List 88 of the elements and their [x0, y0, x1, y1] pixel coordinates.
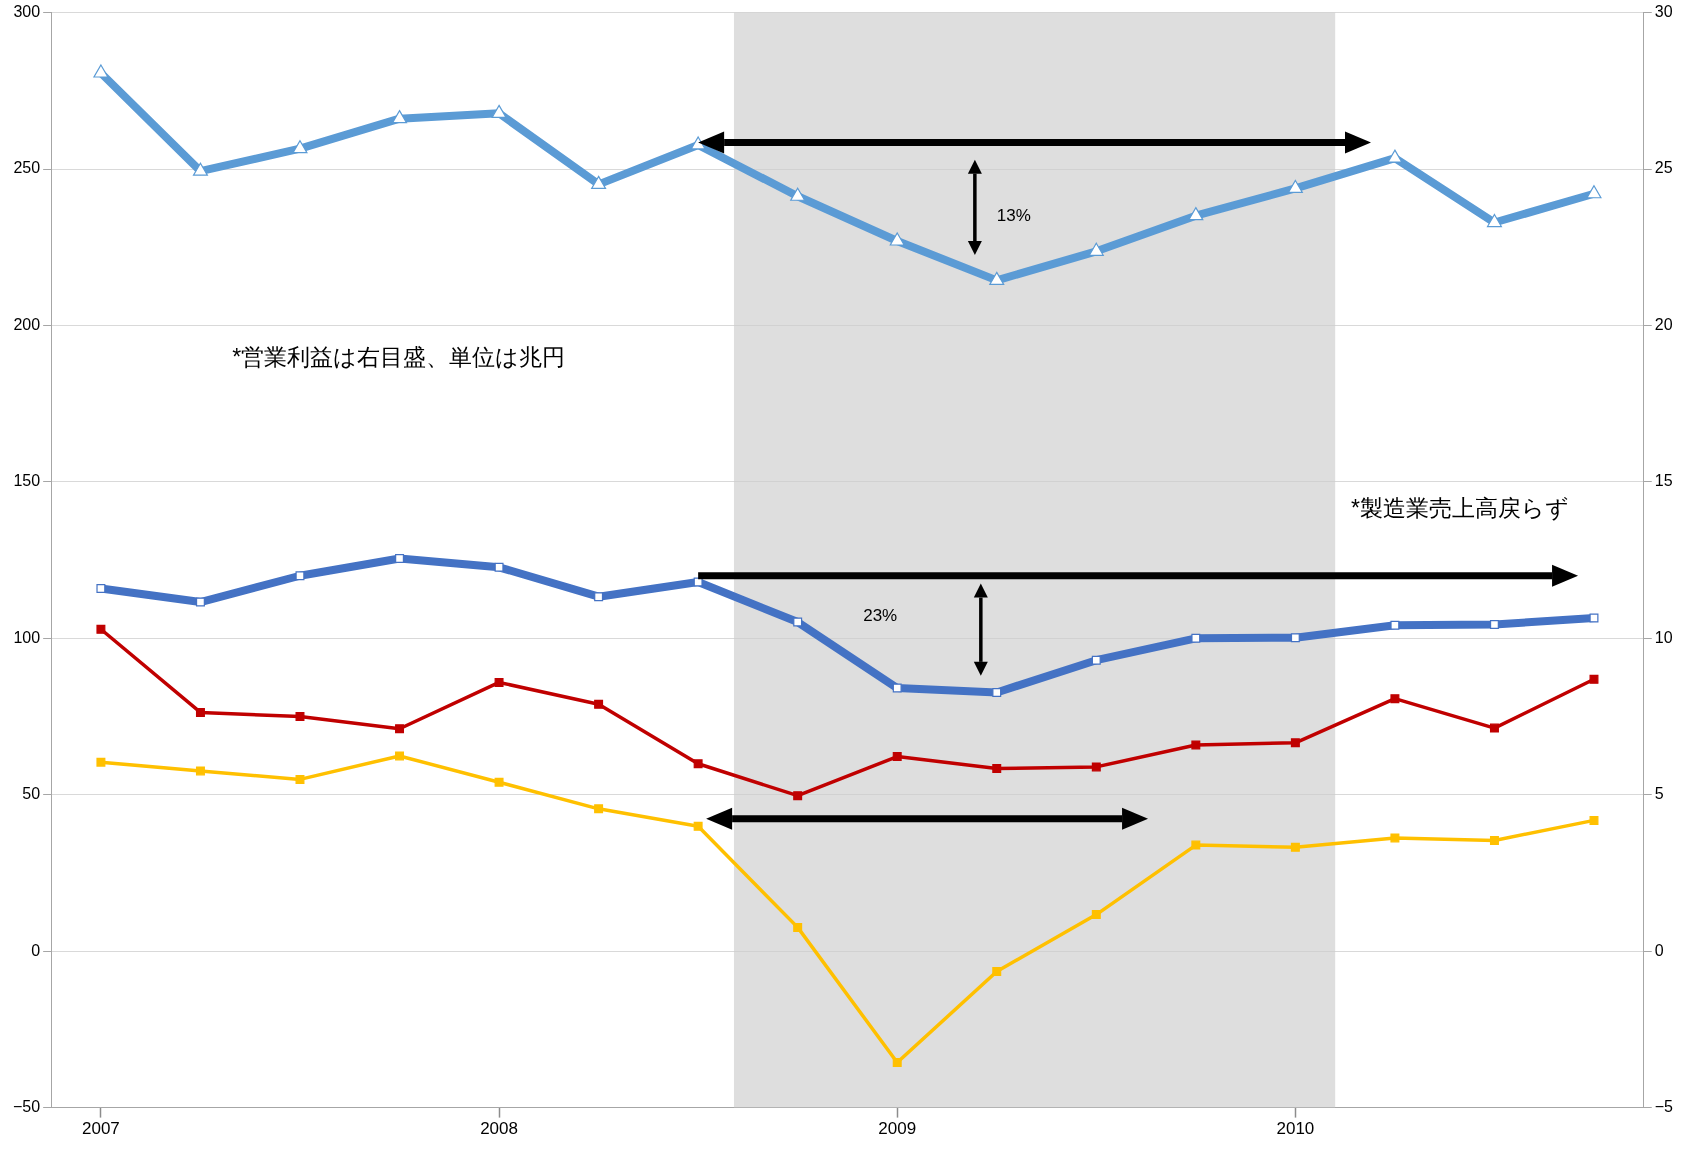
point [395, 554, 405, 564]
point [195, 597, 205, 607]
point [494, 562, 504, 572]
point [793, 617, 803, 627]
point [1191, 840, 1201, 850]
point [892, 683, 902, 693]
point [693, 759, 703, 769]
point [1088, 242, 1104, 256]
point [1390, 620, 1400, 630]
point [1188, 207, 1204, 221]
y2-tick-label: 15 [1654, 472, 1673, 490]
point [594, 592, 604, 602]
point [1489, 835, 1499, 845]
point [395, 751, 405, 761]
point [195, 766, 205, 776]
annotation: *製造業売上高戻らず [1351, 493, 1570, 523]
point [1287, 179, 1303, 194]
y2-tick-label: 0 [1654, 941, 1664, 959]
point [793, 791, 803, 801]
point [1091, 910, 1101, 920]
y2-tick-label: −5 [1654, 1098, 1674, 1116]
point [494, 677, 504, 687]
point [1091, 762, 1101, 772]
point [1489, 723, 1499, 733]
point [192, 162, 208, 176]
y-tick-label: 200 [13, 315, 41, 333]
point [693, 821, 703, 831]
point [295, 712, 305, 722]
point [96, 584, 106, 594]
point [591, 175, 607, 189]
point [392, 110, 408, 124]
annotation: 13% [996, 205, 1031, 226]
point [491, 104, 507, 118]
point [892, 752, 902, 762]
point [292, 140, 308, 154]
point [1191, 633, 1201, 643]
y-tick-label: 0 [31, 941, 41, 959]
point [690, 136, 706, 150]
y2-tick-label: 10 [1654, 628, 1673, 646]
point [790, 187, 806, 201]
y-tick-label: 300 [13, 3, 41, 21]
point [96, 624, 106, 634]
point [1489, 620, 1499, 630]
x-tick-label: 2010 [1276, 1119, 1315, 1139]
point [992, 687, 1002, 697]
x-tick-label: 2009 [878, 1119, 917, 1139]
point [594, 699, 604, 709]
point [992, 763, 1002, 773]
point [1091, 655, 1101, 665]
point [594, 804, 604, 814]
point [992, 967, 1002, 976]
point [693, 577, 703, 587]
point [295, 571, 305, 581]
annotation: *営業利益は右目盛、単位は兆円 [232, 342, 566, 372]
point [1290, 842, 1300, 852]
y-tick-label: 50 [22, 785, 41, 803]
point [989, 271, 1005, 286]
y2-tick-label: 5 [1654, 785, 1664, 803]
point [1390, 833, 1400, 843]
point [395, 724, 405, 734]
y2-tick-label: 25 [1654, 159, 1673, 177]
y-tick-label: 150 [13, 472, 41, 490]
point [1586, 185, 1602, 199]
annotation: 23% [863, 606, 898, 627]
y-tick-label: 100 [13, 628, 41, 646]
y-tick-label: 250 [13, 159, 41, 177]
point [93, 64, 109, 78]
point [889, 232, 905, 246]
x-tick-label: 2008 [480, 1119, 518, 1139]
point [1486, 213, 1502, 228]
point [295, 774, 305, 784]
y-tick-label: −50 [13, 1098, 41, 1116]
point [1589, 613, 1599, 623]
point [1387, 149, 1403, 163]
point [1191, 740, 1201, 750]
point [96, 757, 106, 767]
point [892, 1058, 902, 1068]
point [793, 922, 803, 932]
point [1589, 815, 1599, 825]
point [1290, 633, 1300, 643]
point [1290, 738, 1300, 748]
point [1589, 674, 1599, 684]
point [195, 707, 205, 717]
point [494, 777, 504, 787]
y2-tick-label: 30 [1654, 3, 1673, 21]
point [1390, 694, 1400, 704]
y2-tick-label: 20 [1654, 315, 1673, 333]
x-tick-label: 2007 [82, 1119, 120, 1139]
